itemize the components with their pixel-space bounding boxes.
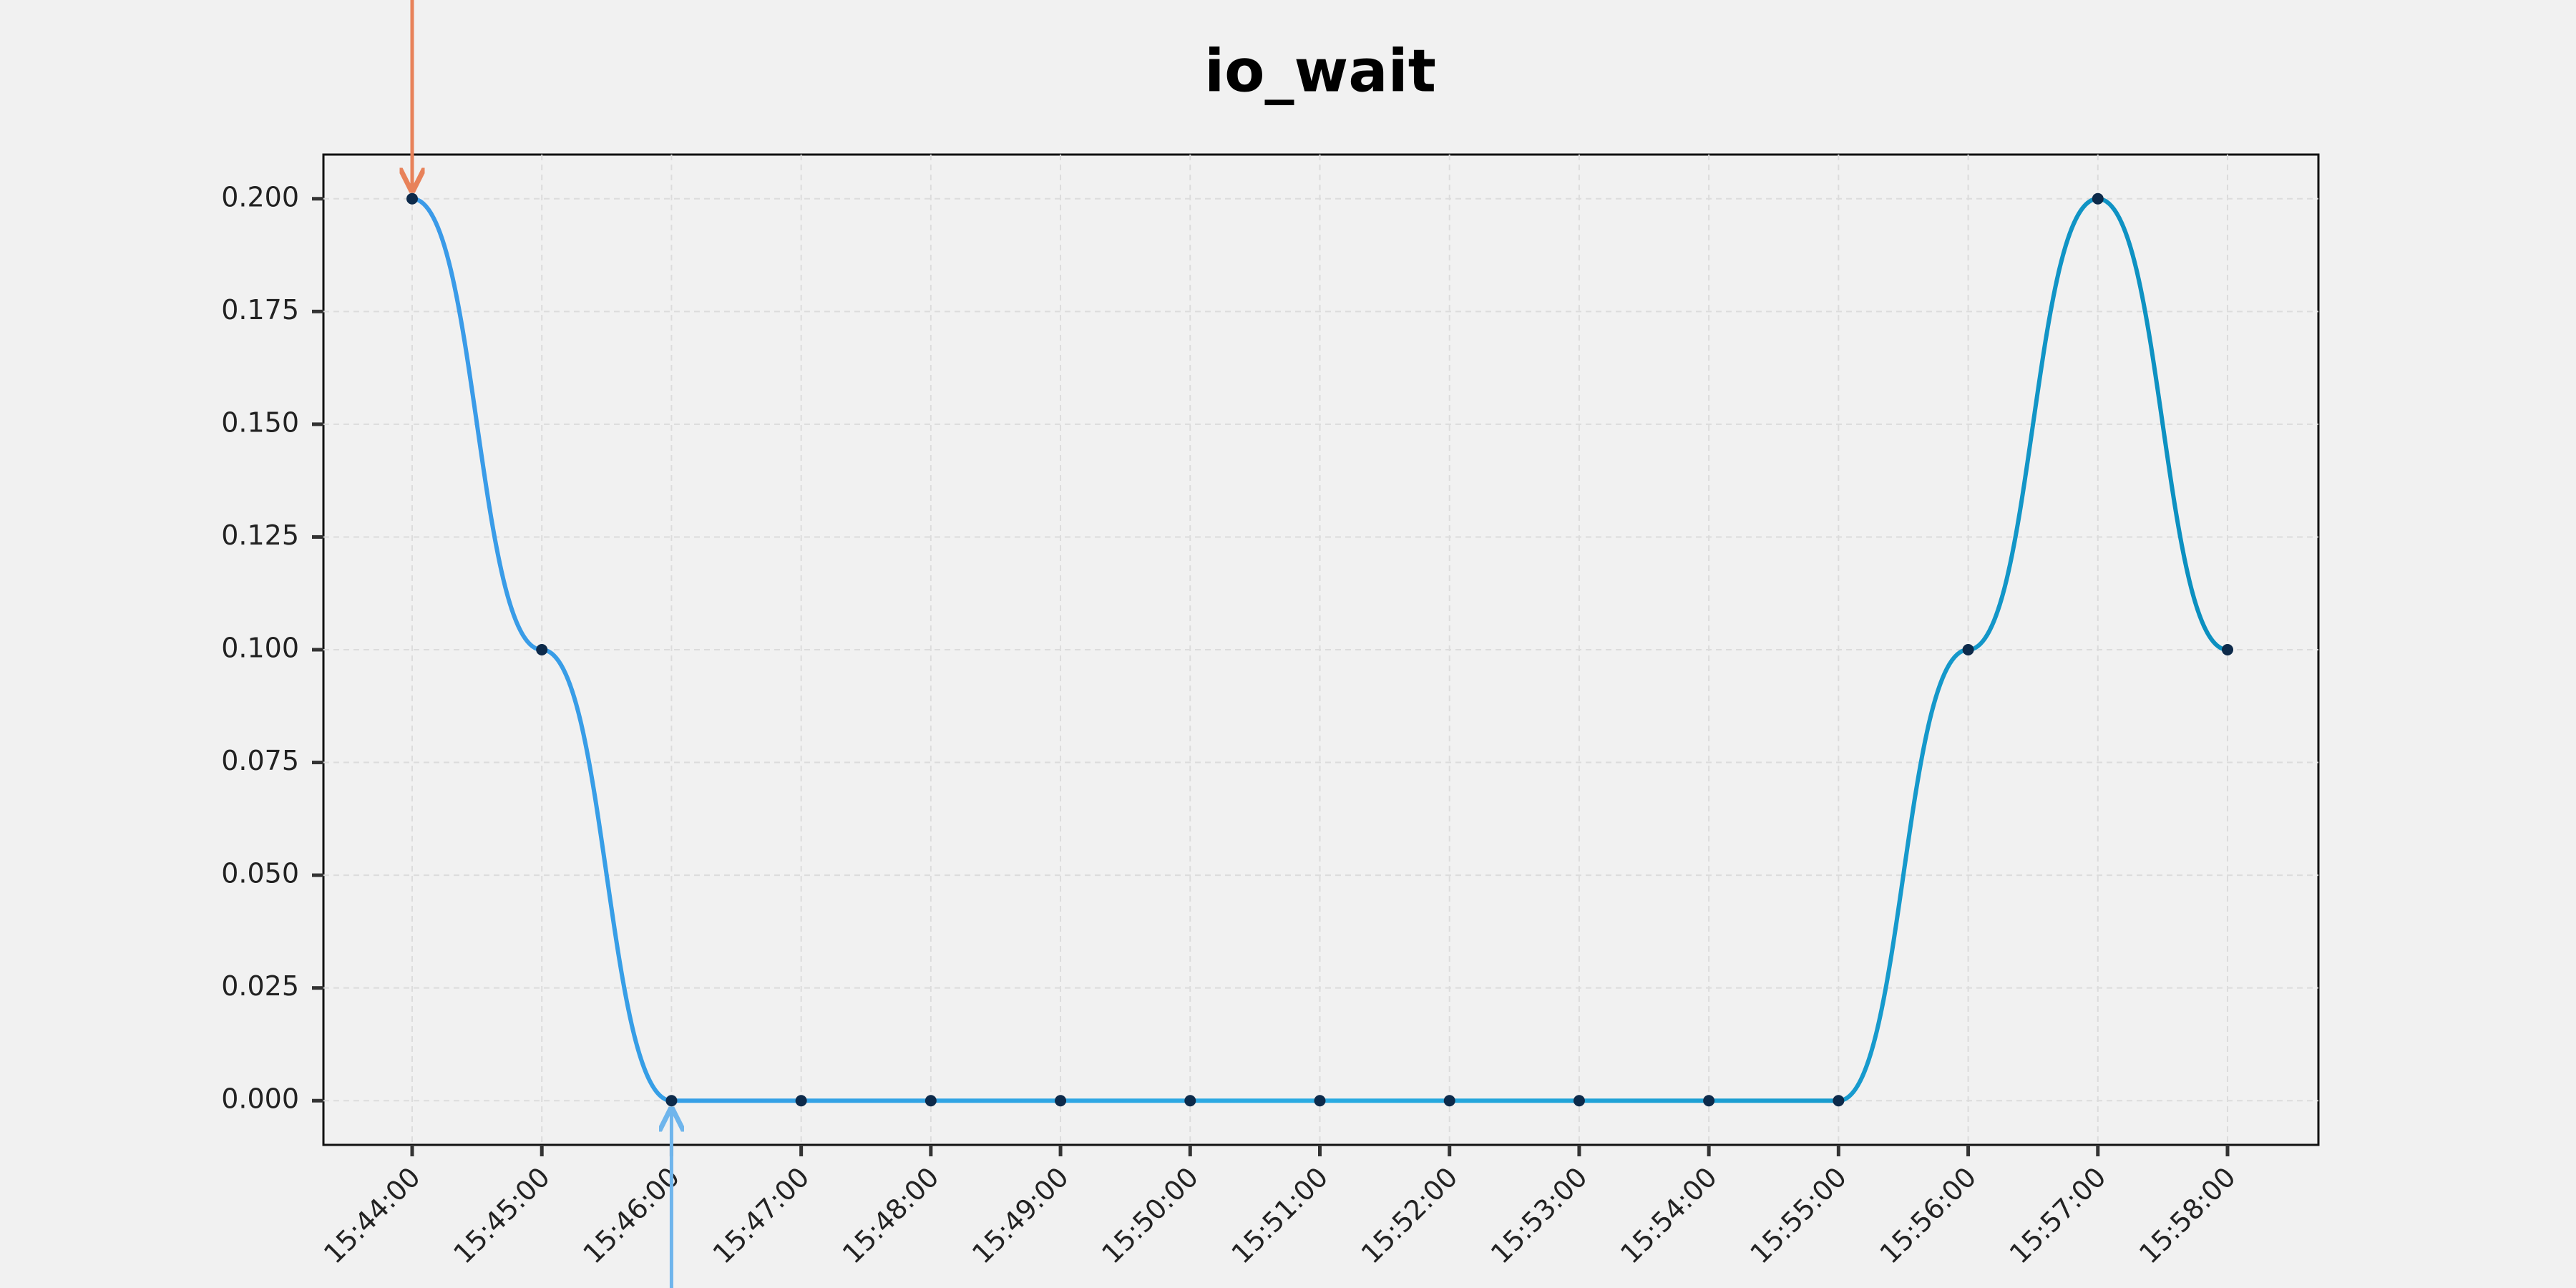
y-tick-label: 0.000 [221, 1083, 299, 1115]
x-tick-label: 15:47:00 [707, 1161, 816, 1270]
x-tick-label: 15:57:00 [2004, 1161, 2112, 1270]
data-point [406, 192, 418, 205]
chart-title: io_wait [1204, 37, 1436, 105]
x-tick-label: 15:53:00 [1485, 1161, 1594, 1270]
x-tick-label: 15:52:00 [1355, 1161, 1464, 1270]
data-point [1184, 1095, 1196, 1107]
data-point [1703, 1095, 1715, 1107]
y-tick-label: 0.125 [221, 519, 299, 551]
data-point [1962, 644, 1974, 655]
data-point [1573, 1095, 1585, 1107]
y-tick-label: 0.175 [221, 294, 299, 326]
y-tick-label: 0.150 [221, 406, 299, 438]
series-line [411, 196, 2228, 1103]
y-tick-label: 0.075 [221, 745, 299, 776]
x-tick-label: 15:55:00 [1744, 1161, 1853, 1270]
x-tick-label: 15:46:00 [577, 1161, 686, 1270]
data-point [1833, 1095, 1845, 1107]
data-point [2222, 644, 2233, 655]
x-tick-label: 15:44:00 [318, 1161, 426, 1270]
data-point [924, 1095, 937, 1107]
data-point [1314, 1095, 1326, 1107]
data-point [2092, 192, 2104, 205]
data-point [536, 644, 548, 655]
y-tick-label: 0.050 [221, 858, 299, 889]
x-tick-label: 15:58:00 [2133, 1161, 2242, 1270]
x-tick-label: 15:49:00 [966, 1161, 1075, 1270]
x-tick-label: 15:48:00 [836, 1161, 945, 1270]
y-tick-label: 0.100 [221, 633, 299, 664]
x-tick-label: 15:56:00 [1874, 1161, 1983, 1270]
y-tick-label: 0.025 [221, 970, 299, 1002]
x-tick-label: 15:45:00 [447, 1161, 556, 1270]
data-point [795, 1095, 807, 1107]
x-tick-label: 15:50:00 [1096, 1161, 1204, 1270]
x-tick-label: 15:51:00 [1225, 1161, 1334, 1270]
x-tick-label: 15:54:00 [1614, 1161, 1723, 1270]
data-point [1055, 1095, 1067, 1107]
data-point [1443, 1095, 1455, 1107]
data-point [665, 1095, 678, 1107]
y-tick-label: 0.200 [221, 181, 299, 213]
